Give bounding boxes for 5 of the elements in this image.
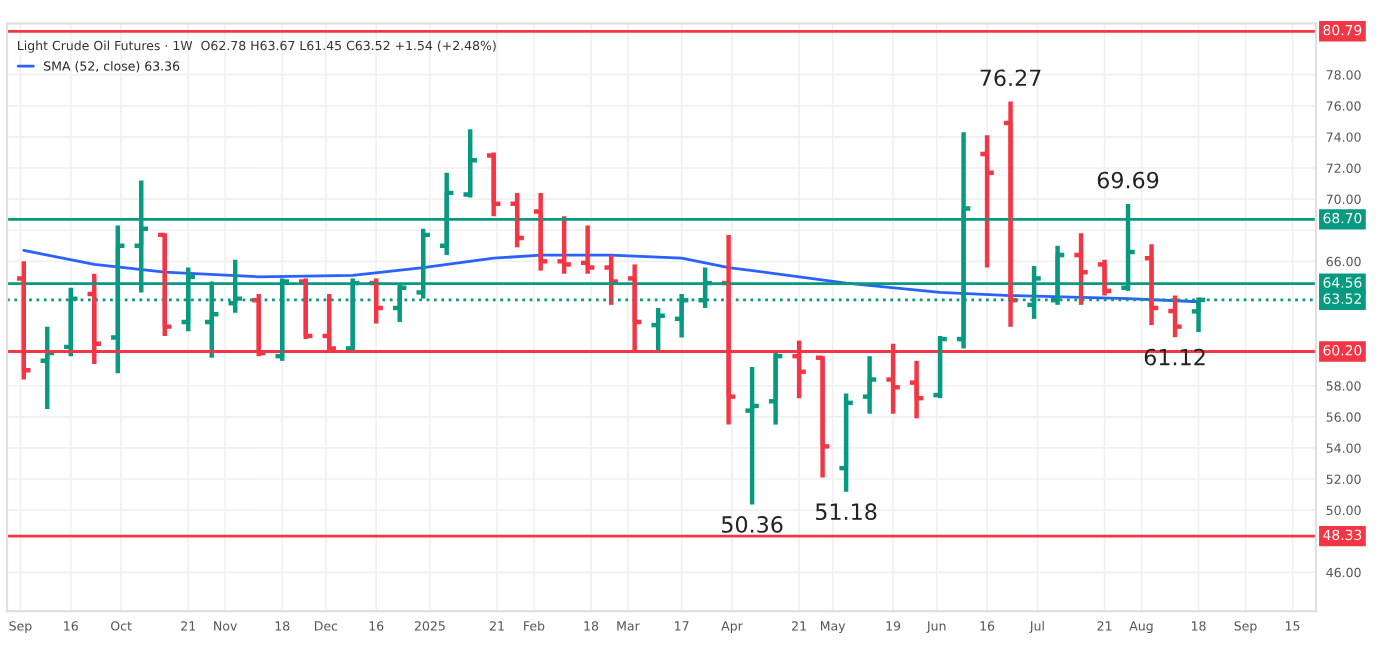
annotation: 50.36 xyxy=(722,516,783,533)
annotation: 61.12 xyxy=(1144,348,1205,366)
annotation: 69.69 xyxy=(1097,171,1159,189)
annotation: 51.18 xyxy=(816,503,877,521)
annotation: 76.27 xyxy=(980,69,1041,87)
